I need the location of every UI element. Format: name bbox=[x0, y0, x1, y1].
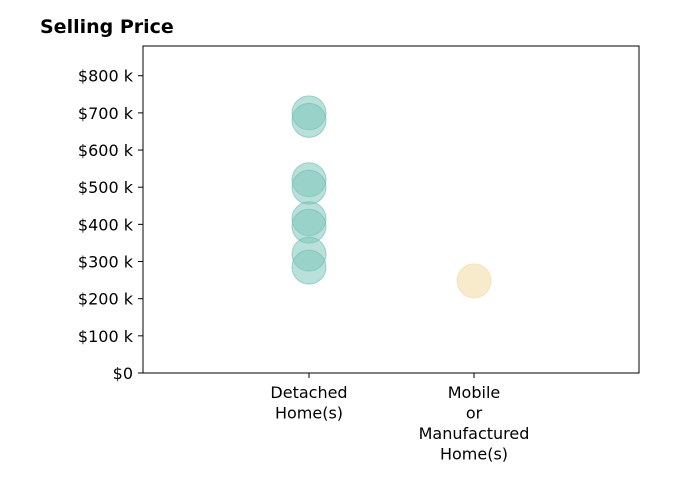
x-tick-label: Home(s) bbox=[275, 404, 343, 423]
data-point bbox=[456, 263, 492, 299]
chart-title: Selling Price bbox=[40, 16, 174, 38]
data-point bbox=[291, 169, 327, 205]
x-tick-label: Home(s) bbox=[440, 445, 508, 464]
y-tick-label: $400 k bbox=[78, 215, 134, 234]
y-tick-label: $700 k bbox=[78, 104, 134, 123]
data-point bbox=[291, 249, 327, 285]
y-tick-label: $200 k bbox=[78, 290, 134, 309]
y-tick-label: $500 k bbox=[78, 178, 134, 197]
y-tick-label: $0 bbox=[113, 364, 133, 383]
y-axis: $0 $100 k $200 k $300 k $400 k $500 k $600 k $7… bbox=[78, 67, 143, 383]
y-tick-label: $800 k bbox=[78, 67, 134, 86]
data-points bbox=[291, 95, 492, 299]
x-tick-label: Manufactured bbox=[419, 424, 530, 443]
data-point bbox=[291, 102, 327, 138]
x-tick-label: Mobile bbox=[448, 383, 500, 402]
y-tick-label: $600 k bbox=[78, 141, 134, 160]
y-tick-label: $100 k bbox=[78, 327, 134, 346]
x-tick-label: Detached bbox=[270, 383, 347, 402]
x-tick-label: or bbox=[466, 404, 483, 423]
y-tick-label: $300 k bbox=[78, 253, 134, 272]
plot-frame bbox=[142, 45, 640, 374]
